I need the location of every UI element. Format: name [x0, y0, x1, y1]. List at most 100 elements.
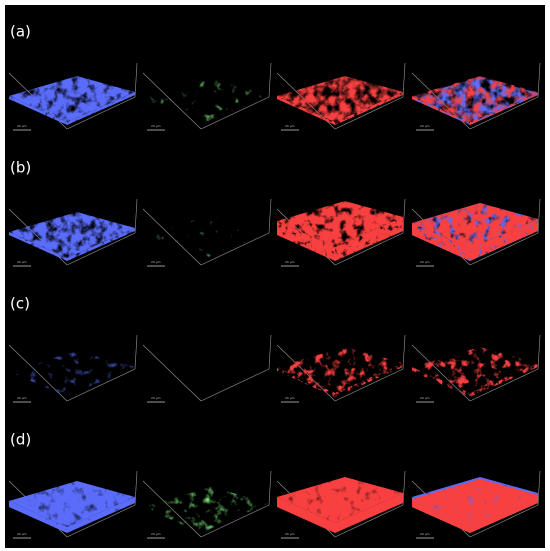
micrograph: 20 µm [142, 470, 272, 539]
axis-line [537, 62, 541, 98]
sample-surface [143, 351, 269, 397]
axis-line [134, 334, 138, 370]
micrograph: 20 µm [411, 334, 541, 403]
panel-label: (c) [10, 295, 30, 313]
micrograph: 20 µm [276, 470, 406, 539]
scale-bar-label: 20 µm [420, 124, 430, 128]
axis-line [334, 232, 404, 266]
scale-bar-label: 20 µm [285, 260, 295, 264]
sample-side [470, 92, 538, 125]
sample-side [277, 367, 335, 397]
sample-side [67, 92, 135, 125]
sample-surface [9, 351, 135, 397]
sample-surface [143, 487, 269, 533]
sample-side [335, 217, 403, 261]
axis-line [200, 96, 270, 130]
sample-side [470, 363, 538, 397]
sample-side [9, 501, 67, 533]
scale-bar-label: 20 µm [17, 260, 27, 264]
sample-side [470, 219, 538, 261]
sample-surface [277, 76, 403, 122]
micrograph: 20 µm [411, 198, 541, 267]
panel-label: (a) [10, 23, 31, 41]
sample-side [277, 96, 335, 125]
sample-side [412, 499, 470, 533]
axis-line [537, 334, 541, 370]
micrograph: 20 µm [142, 62, 272, 131]
scale-bar-label: 20 µm [151, 396, 161, 400]
panel-label: (b) [10, 159, 31, 177]
micrograph: 20 µm [8, 62, 138, 131]
axis-line [66, 504, 136, 538]
micrograph: 20 µm [276, 62, 406, 131]
sample-surface [412, 347, 538, 393]
sample-side [335, 92, 403, 125]
micrograph: 20 µm [276, 198, 406, 267]
sample-side [67, 228, 135, 261]
sample-side [412, 223, 470, 261]
scale-bar-label: 20 µm [285, 532, 295, 536]
axis-line [334, 504, 404, 538]
micrograph: 20 µm [276, 334, 406, 403]
sample-side [277, 221, 335, 261]
axis-line [537, 198, 541, 234]
axis-line [200, 368, 270, 402]
axis-line [268, 470, 272, 506]
axis-line [66, 232, 136, 266]
sample-surface [277, 347, 403, 393]
axis-line [469, 96, 539, 130]
axis-line [268, 62, 272, 98]
axis-line [134, 198, 138, 234]
axis-line [469, 232, 539, 266]
sample-side [9, 96, 67, 125]
sample-side [335, 493, 403, 533]
axis-line [469, 504, 539, 538]
sample-surface [9, 212, 135, 258]
scale-bar-label: 20 µm [151, 124, 161, 128]
scale-bar-label: 20 µm [420, 532, 430, 536]
sample-surface [277, 201, 403, 247]
scale-bar-label: 20 µm [420, 396, 430, 400]
sample-surface [143, 79, 269, 125]
axis-line [134, 470, 138, 506]
sample-side [67, 497, 135, 533]
sample-side [470, 495, 538, 533]
micrograph: 20 µm [8, 198, 138, 267]
sample-surface [412, 76, 538, 122]
axis-line [200, 504, 270, 538]
micrograph: 20 µm [411, 470, 541, 539]
micrograph: 20 µm [8, 470, 138, 539]
axis-line [268, 198, 272, 234]
scale-bar-label: 20 µm [17, 396, 27, 400]
axis-line [134, 62, 138, 98]
scale-bar-label: 20 µm [151, 532, 161, 536]
sample-surface [277, 477, 403, 523]
sample-side [412, 96, 470, 125]
axis-line [402, 470, 406, 506]
sample-side [277, 497, 335, 533]
axis-line [469, 368, 539, 402]
scale-bar-label: 20 µm [17, 532, 27, 536]
axis-line [334, 368, 404, 402]
sample-surface [143, 215, 269, 261]
panel-label: (d) [10, 431, 31, 449]
sample-surface [412, 479, 538, 525]
scale-bar-label: 20 µm [151, 260, 161, 264]
sample-side [412, 367, 470, 397]
sample-surface [9, 481, 135, 527]
axis-line [200, 232, 270, 266]
sample-side [9, 232, 67, 261]
sample-side [335, 363, 403, 397]
axis-line [334, 96, 404, 130]
axis-line [537, 470, 541, 506]
axis-line [66, 368, 136, 402]
scale-bar-label: 20 µm [285, 124, 295, 128]
axis-line [268, 334, 272, 370]
axis-line [402, 62, 406, 98]
sample-surface [412, 203, 538, 249]
scale-bar-label: 20 µm [285, 396, 295, 400]
axis-line [66, 96, 136, 130]
micrograph: 20 µm [8, 334, 138, 403]
axis-line [402, 198, 406, 234]
